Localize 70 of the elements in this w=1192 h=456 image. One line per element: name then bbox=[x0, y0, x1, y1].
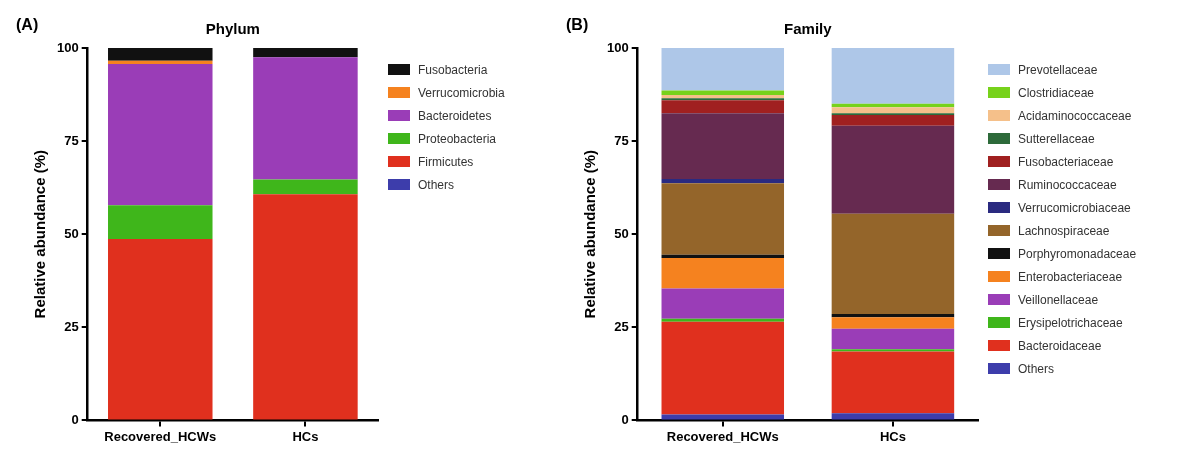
x-tick-label: Recovered_HCWs bbox=[104, 428, 217, 444]
legend-label: Bacteroidetes bbox=[418, 108, 492, 123]
bar bbox=[831, 48, 955, 104]
y-tick-label: 0 bbox=[621, 411, 629, 427]
bar bbox=[108, 60, 213, 65]
bar bbox=[108, 64, 213, 206]
bar bbox=[661, 179, 785, 184]
bar bbox=[661, 258, 785, 289]
chart-title: Phylum bbox=[205, 20, 260, 37]
y-tick-label: 25 bbox=[614, 318, 629, 334]
bar bbox=[831, 115, 955, 126]
bar bbox=[831, 317, 955, 329]
bar bbox=[831, 351, 955, 414]
bar bbox=[108, 239, 213, 420]
bar bbox=[831, 213, 955, 314]
legend-label: Fusobacteriaceae bbox=[1018, 154, 1114, 169]
chart-title: Family bbox=[784, 20, 833, 37]
y-axis-title: Relative abundance (%) bbox=[31, 150, 49, 319]
legend-label: Ruminococcaceae bbox=[1018, 177, 1117, 192]
y-tick-label: 75 bbox=[64, 132, 79, 148]
legend-label: Others bbox=[418, 177, 455, 192]
bar bbox=[108, 205, 213, 240]
legend-label: Bacteroidaceae bbox=[1018, 338, 1102, 353]
bar bbox=[661, 100, 785, 114]
bar bbox=[831, 413, 955, 420]
bar bbox=[661, 321, 785, 415]
bar bbox=[661, 288, 785, 319]
y-tick-label: 50 bbox=[64, 225, 79, 241]
bar bbox=[661, 48, 785, 91]
legend-label: Veillonellaceae bbox=[1018, 292, 1099, 307]
bar bbox=[831, 107, 955, 114]
bar bbox=[661, 183, 785, 255]
legend-label: Enterobacteriaceae bbox=[1018, 269, 1123, 284]
bar bbox=[253, 179, 358, 195]
y-tick-label: 75 bbox=[614, 132, 629, 148]
legend-label: Firmicutes bbox=[418, 154, 474, 169]
legend-label: Others bbox=[1018, 361, 1055, 376]
text: (A) bbox=[16, 16, 39, 33]
bar bbox=[831, 349, 955, 352]
bar bbox=[253, 48, 358, 58]
legend-label: Porphyromonadaceae bbox=[1018, 246, 1137, 261]
legend-label: Verrucomicrobia bbox=[418, 85, 505, 100]
legend-label: Proteobacteria bbox=[418, 131, 497, 146]
legend-label: Clostridiaceae bbox=[1018, 85, 1095, 100]
x-tick-label: HCs bbox=[292, 428, 319, 444]
legend-label: Verrucomicrobiaceae bbox=[1018, 200, 1131, 215]
x-tick-label: Recovered_HCWs bbox=[666, 428, 779, 444]
legend-label: Prevotellaceae bbox=[1018, 62, 1098, 77]
legend-label: Acidaminococcaceae bbox=[1018, 108, 1132, 123]
y-tick-label: 100 bbox=[56, 39, 79, 55]
bar bbox=[661, 113, 785, 180]
bar bbox=[253, 57, 358, 180]
bar bbox=[661, 90, 785, 95]
text: (B) bbox=[566, 16, 589, 33]
y-tick-label: 25 bbox=[64, 318, 79, 334]
legend-label: Erysipelotrichaceae bbox=[1018, 315, 1123, 330]
legend-label: Fusobacteria bbox=[418, 62, 488, 77]
legend-label: Lachnospiraceae bbox=[1018, 223, 1110, 238]
bar bbox=[831, 125, 955, 214]
bar bbox=[831, 328, 955, 350]
bar bbox=[108, 48, 213, 61]
y-axis-title: Relative abundance (%) bbox=[581, 150, 599, 319]
x-tick-label: HCs bbox=[879, 428, 906, 444]
bar bbox=[661, 318, 785, 322]
y-tick-label: 50 bbox=[614, 225, 629, 241]
y-tick-label: 100 bbox=[606, 39, 629, 55]
bar bbox=[253, 194, 358, 420]
legend-label: Sutterellaceae bbox=[1018, 131, 1095, 146]
y-tick-label: 0 bbox=[71, 411, 79, 427]
bar bbox=[661, 414, 785, 420]
